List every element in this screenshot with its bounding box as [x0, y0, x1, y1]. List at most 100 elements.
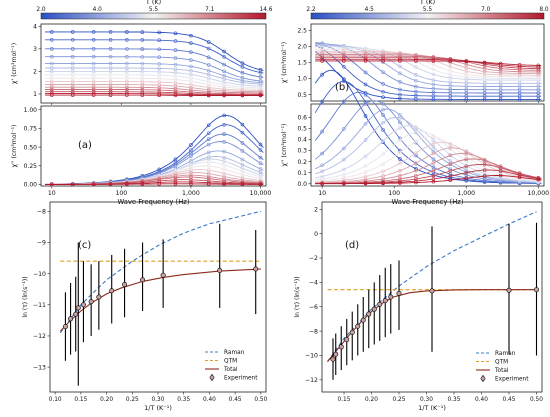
chi-imag-point: [414, 151, 418, 155]
chi-imag-point: [206, 160, 211, 164]
chi-real-curve: [314, 50, 542, 100]
experiment-point: [217, 268, 223, 274]
chi-imag-point: [482, 162, 487, 167]
chi-real-point: [398, 71, 402, 76]
legend-label: QTM: [224, 359, 237, 365]
chi-imag-point: [206, 150, 211, 155]
chi-real-point: [448, 84, 453, 88]
chi-real-point: [414, 84, 418, 89]
chi-real-point: [398, 80, 402, 84]
chi-real-point: [464, 81, 469, 85]
chi-real-point: [222, 85, 226, 89]
chi-real-point: [108, 30, 113, 34]
xtick-label: 0.30: [420, 397, 433, 403]
chi-real-point: [206, 63, 211, 67]
chi-imag-point: [363, 138, 368, 142]
chi-real-point: [414, 89, 418, 94]
experiment-point: [88, 299, 94, 305]
legend-label: QTM: [495, 360, 508, 366]
chi-real-point: [363, 82, 368, 87]
chi-real-point: [464, 69, 469, 74]
experiment-point: [396, 290, 402, 296]
chi-imag-point: [222, 182, 226, 187]
chi-imag-point: [448, 147, 453, 151]
bottom-y-axis-label: χ'' (cm³mol⁻¹): [281, 124, 288, 167]
top-y-axis-label: χ' (cm³mol⁻¹): [281, 42, 288, 83]
colorbar-title: T (K): [145, 0, 161, 6]
legend-marker-swatch: [209, 375, 215, 380]
chi-real-point: [431, 78, 436, 82]
chi-imag-point: [320, 99, 324, 104]
chi-real-point: [70, 69, 75, 74]
chi-real-point: [431, 90, 436, 95]
xtick-label: 10,000: [527, 190, 549, 197]
chi-real-point: [157, 38, 161, 43]
chi-imag-point: [222, 140, 226, 144]
colorbar-tick-label: 7.0: [481, 7, 491, 13]
bottom-ytick-label: 0.6: [297, 114, 307, 121]
chi-imag-point: [189, 165, 193, 170]
chi-real-point: [140, 69, 145, 74]
chi-real-point: [448, 64, 453, 69]
chi-imag-point: [414, 139, 418, 144]
chi-real-curve: [315, 58, 542, 68]
chi-real-point: [222, 62, 226, 67]
chi-real-point: [431, 97, 436, 102]
xtick-label: 0.50: [254, 397, 267, 403]
legend-label: Raman: [495, 351, 516, 357]
chi-real-point: [125, 30, 129, 34]
chi-imag-point: [381, 113, 385, 117]
experiment-point: [429, 288, 435, 294]
chi-real-point: [173, 86, 178, 91]
chi-real-point: [157, 66, 161, 71]
experiment-point: [366, 311, 372, 317]
chi-imag-point: [381, 181, 385, 186]
chi-real-point: [431, 86, 436, 91]
chi-real-point: [140, 73, 145, 77]
experiment-point: [355, 323, 361, 329]
chi-imag-point: [342, 167, 346, 172]
chi-imag-point: [342, 127, 346, 131]
chi-real-point: [173, 74, 178, 78]
chi-imag-point: [381, 107, 385, 112]
chi-real-point: [398, 92, 402, 97]
chi-real-point: [381, 82, 385, 86]
chi-real-point: [91, 30, 96, 34]
chi-imag-point: [240, 141, 245, 145]
chi-imag-point: [222, 113, 226, 118]
xtick-label: 0.45: [503, 397, 516, 403]
chi-imag-point: [70, 182, 75, 187]
colorbar-tick-label: 7.1: [205, 7, 215, 13]
chi-real-point: [240, 61, 245, 65]
bottom-ytick-label: 0.4: [297, 137, 307, 144]
chi-real-point: [431, 62, 436, 67]
xtick-label: 1,000: [457, 190, 475, 197]
chi-imag-point: [108, 182, 113, 187]
chi-imag-point: [258, 182, 263, 187]
chi-real-point: [49, 66, 54, 70]
chi-real-point: [206, 68, 211, 73]
legend-label: Total: [494, 368, 509, 374]
chi-imag-point: [381, 152, 385, 156]
chi-real-point: [222, 93, 226, 98]
chi-real-point: [91, 38, 96, 42]
chi-real-point: [498, 66, 503, 71]
chi-real-point: [222, 69, 226, 74]
chi-imag-point: [342, 77, 346, 81]
chi-imag-curve: [314, 80, 542, 184]
chi-imag-curve: [315, 141, 542, 183]
legend-label: Experiment: [495, 377, 529, 383]
chi-imag-point: [206, 137, 211, 142]
chi-imag-point: [381, 120, 385, 125]
chi-real-curve: [315, 47, 542, 79]
chi-imag-point: [206, 182, 211, 186]
panel-d: −12 −10 −8 −6 −4 −2 0 2 0.15 0.20 0.25 0.30 0.35 0.40…: [294, 201, 543, 412]
chi-imag-curve: [314, 100, 542, 184]
bottom-subplot-frame: [310, 103, 545, 187]
chi-imag-point: [464, 151, 469, 156]
bottom-ytick-label: 0.5: [297, 126, 307, 133]
chi-real-point: [173, 77, 178, 82]
chi-real-curve: [45, 31, 264, 71]
xtick-label: 0.15: [338, 397, 351, 403]
experiment-point: [109, 288, 115, 294]
